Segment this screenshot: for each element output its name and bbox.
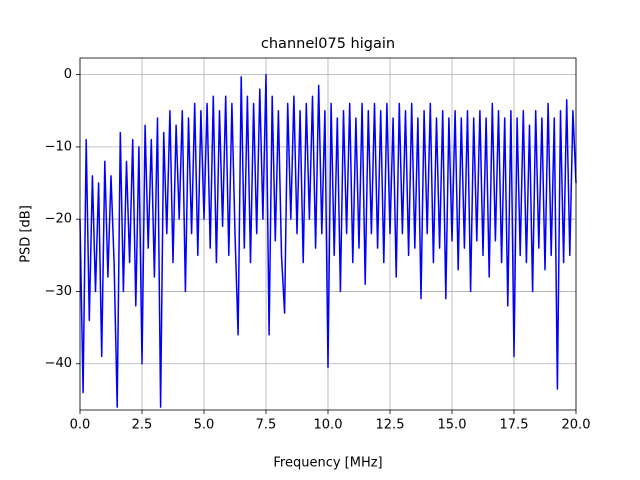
y-tick-label: −30 [45, 284, 72, 299]
x-tick-label: 2.5 [132, 418, 153, 433]
y-tick-label: 0 [64, 67, 72, 82]
x-tick-label: 12.5 [376, 418, 405, 433]
chart-title: channel075 higain [261, 36, 395, 52]
x-tick-label: 5.0 [194, 418, 215, 433]
x-tick-label: 20.0 [562, 418, 591, 433]
data-line [79, 73, 577, 408]
x-tick-label: 10.0 [314, 418, 343, 433]
x-tick-label: 17.5 [500, 418, 529, 433]
x-tick-label: 0.0 [70, 418, 91, 433]
y-tick-label: −10 [45, 139, 72, 154]
y-tick-label: −20 [45, 212, 72, 227]
x-axis-label: Frequency [MHz] [273, 456, 382, 471]
x-tick-label: 7.5 [256, 418, 277, 433]
y-axis-label: PSD [dB] [19, 205, 34, 263]
x-tick-label: 15.0 [438, 418, 467, 433]
y-tick-label: −40 [45, 356, 72, 371]
plot-frame [79, 57, 577, 411]
